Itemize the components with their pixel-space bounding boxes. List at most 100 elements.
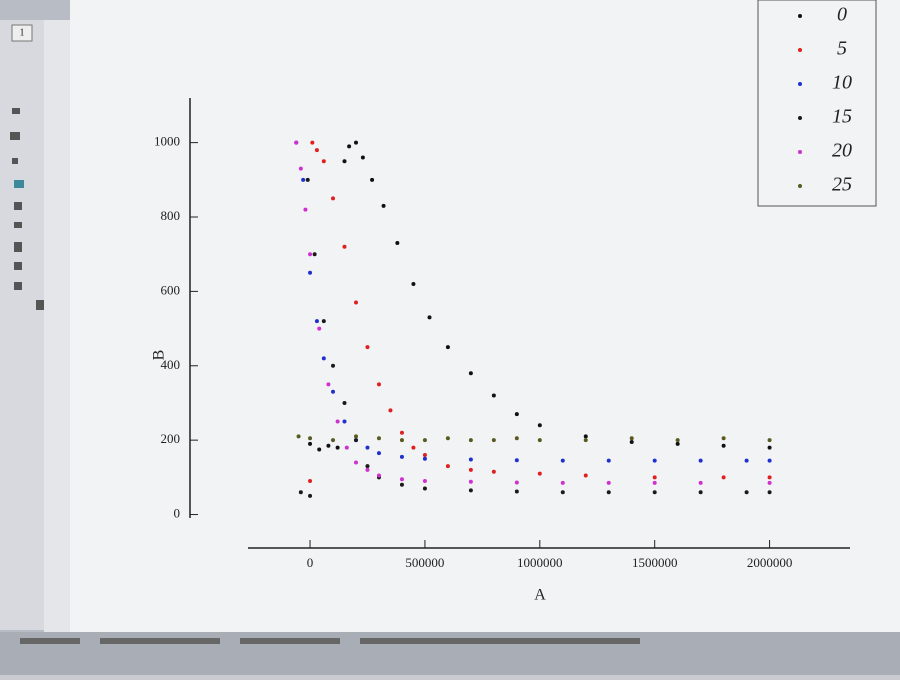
- point: [537, 423, 542, 428]
- point: [312, 252, 317, 257]
- point: [427, 315, 432, 320]
- left-toolbar: [0, 20, 44, 630]
- point: [331, 438, 336, 443]
- point: [335, 419, 340, 424]
- point: [698, 490, 703, 495]
- point: [347, 144, 352, 149]
- point: [388, 408, 393, 413]
- point: [744, 458, 749, 463]
- point: [314, 148, 319, 153]
- point: [629, 436, 634, 441]
- point: [514, 489, 519, 494]
- point: [308, 479, 313, 484]
- point: [698, 480, 703, 485]
- point: [342, 244, 347, 249]
- point: [445, 345, 450, 350]
- point: [606, 480, 611, 485]
- point: [583, 473, 588, 478]
- point: [583, 438, 588, 443]
- point: [365, 467, 370, 472]
- point: [376, 473, 381, 478]
- bottom-icons: [20, 638, 640, 644]
- point: [491, 469, 496, 474]
- point: [652, 490, 657, 495]
- point: [445, 464, 450, 469]
- point: [652, 475, 657, 480]
- y-tick-label: 1000: [154, 134, 180, 149]
- point: [321, 319, 326, 324]
- point: [308, 252, 313, 257]
- point: [326, 382, 331, 387]
- point: [514, 436, 519, 441]
- point: [365, 345, 370, 350]
- point: [468, 479, 473, 484]
- point: [468, 371, 473, 376]
- point: [675, 441, 680, 446]
- point: [652, 480, 657, 485]
- point: [298, 490, 303, 495]
- point: [537, 471, 542, 476]
- point: [422, 453, 427, 458]
- x-axis-title: A: [534, 587, 546, 604]
- point: [560, 458, 565, 463]
- point: [468, 457, 473, 462]
- point: [326, 443, 331, 448]
- point: [468, 438, 473, 443]
- point: [721, 443, 726, 448]
- point: [321, 159, 326, 164]
- point: [331, 196, 336, 201]
- legend-label: 0: [837, 4, 847, 26]
- point: [344, 445, 349, 450]
- legend-label: 15: [832, 106, 852, 128]
- point: [514, 412, 519, 417]
- legend-label: 10: [832, 72, 852, 94]
- point: [376, 382, 381, 387]
- legend-label: 20: [832, 140, 852, 162]
- y-tick-label: 400: [161, 357, 181, 372]
- point: [308, 436, 313, 441]
- point: [331, 389, 336, 394]
- point: [317, 326, 322, 331]
- legend-marker: [798, 48, 802, 52]
- point: [335, 445, 340, 450]
- point: [767, 458, 772, 463]
- point: [303, 207, 308, 212]
- point: [308, 441, 313, 446]
- point: [468, 467, 473, 472]
- point: [305, 177, 310, 182]
- legend-marker: [798, 14, 802, 18]
- point: [296, 434, 301, 439]
- point: [606, 490, 611, 495]
- point: [399, 454, 404, 459]
- point: [767, 480, 772, 485]
- x-tick-label: 1000000: [517, 555, 563, 570]
- point: [491, 438, 496, 443]
- x-tick-label: 1500000: [632, 555, 678, 570]
- y-axis-title: B: [151, 350, 168, 361]
- point: [353, 434, 358, 439]
- point: [353, 140, 358, 145]
- point: [514, 480, 519, 485]
- point: [399, 430, 404, 435]
- point: [308, 270, 313, 275]
- point: [370, 177, 375, 182]
- x-tick-label: 0: [307, 555, 314, 570]
- point: [314, 319, 319, 324]
- point: [342, 400, 347, 405]
- point: [767, 438, 772, 443]
- legend-label: 25: [832, 174, 852, 196]
- point: [422, 486, 427, 491]
- point: [331, 363, 336, 368]
- point: [399, 438, 404, 443]
- y-tick-label: 200: [161, 431, 181, 446]
- x-tick-label: 500000: [405, 555, 444, 570]
- point: [606, 458, 611, 463]
- point: [308, 493, 313, 498]
- point: [399, 482, 404, 487]
- toolbar-icons: [10, 108, 46, 310]
- point: [395, 241, 400, 246]
- point: [294, 140, 299, 145]
- point: [468, 488, 473, 493]
- point: [310, 140, 315, 145]
